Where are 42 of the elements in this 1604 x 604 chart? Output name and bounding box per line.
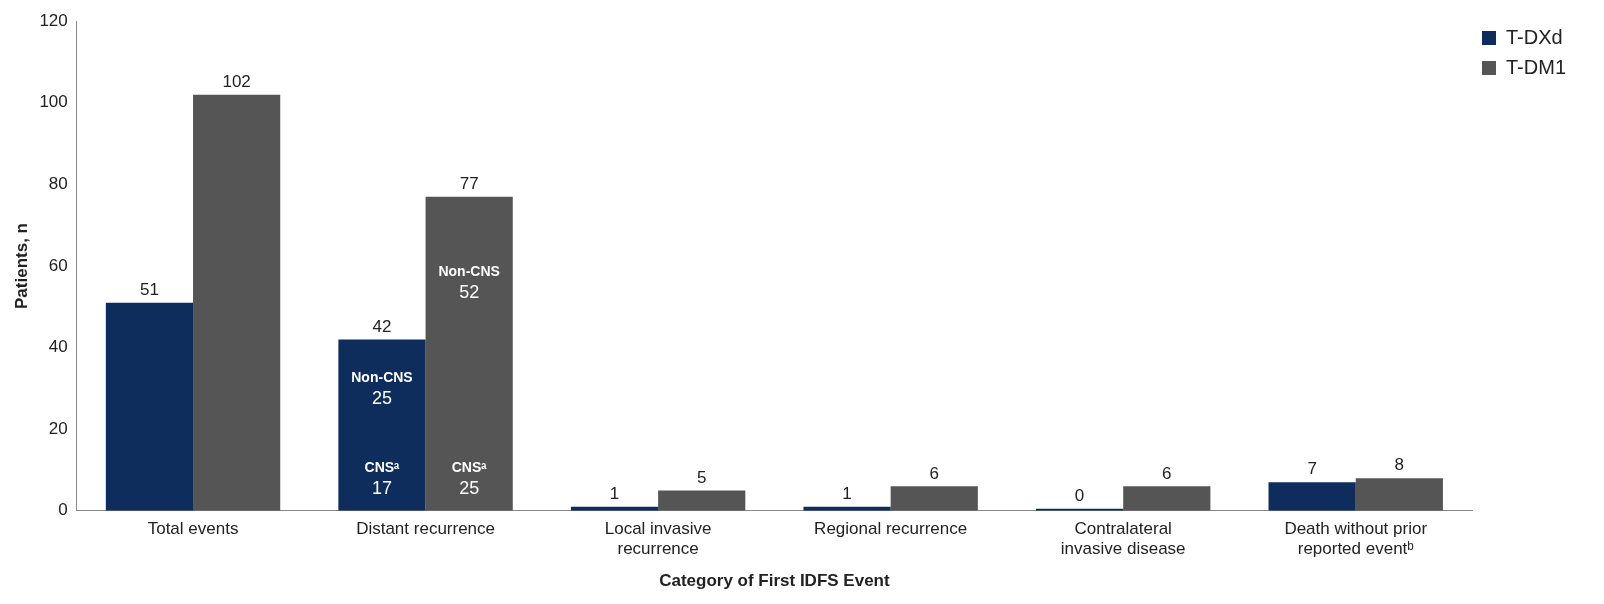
y-tick-label: 60 xyxy=(48,255,68,275)
x-tick-label: Contralateral invasive disease xyxy=(1060,518,1186,559)
bar xyxy=(338,339,426,511)
data-label: 8 xyxy=(1394,455,1405,475)
data-label: 102 xyxy=(222,71,251,91)
annotation: Non-CNS 25 xyxy=(351,369,413,409)
data-label: 51 xyxy=(139,279,159,299)
annotation: CNSᵃ 25 xyxy=(451,459,488,499)
bar xyxy=(193,94,281,511)
y-tick-label: 100 xyxy=(39,92,68,112)
annotation: CNSᵃ 17 xyxy=(364,459,401,499)
bar xyxy=(890,486,978,511)
data-label: 1 xyxy=(842,483,852,503)
y-tick-label: 120 xyxy=(39,10,68,30)
data-label: 6 xyxy=(929,463,939,483)
x-tick-label: Local invasive recurrence xyxy=(604,518,712,559)
legend-label: T-DXd xyxy=(1506,25,1563,48)
x-tick-label: Regional recurrence xyxy=(814,518,968,538)
bar xyxy=(1355,478,1443,511)
x-tick-label: Death without prior reported eventᵇ xyxy=(1284,518,1428,559)
annotation: Non-CNS 52 xyxy=(438,263,500,303)
x-tick-label: Distant recurrence xyxy=(356,518,496,538)
y-tick-label: 0 xyxy=(58,500,68,520)
data-label: 77 xyxy=(459,173,479,193)
bar xyxy=(105,302,194,511)
y-tick-label: 80 xyxy=(48,174,68,194)
data-label: 6 xyxy=(1162,463,1172,483)
x-axis-title: Category of First IDFS Event xyxy=(659,571,890,591)
data-label: 7 xyxy=(1307,459,1317,479)
bar xyxy=(658,490,746,511)
y-axis-title: Patients, n xyxy=(11,223,31,309)
bar xyxy=(425,196,513,511)
y-tick-label: 20 xyxy=(48,418,68,438)
bar xyxy=(1123,486,1211,511)
data-label: 0 xyxy=(1074,485,1085,505)
data-label: 42 xyxy=(372,316,392,336)
legend-label: T-DM1 xyxy=(1506,55,1566,78)
x-tick-label: Total events xyxy=(147,518,239,538)
bar xyxy=(1268,482,1356,511)
data-label: 5 xyxy=(696,467,707,487)
data-label: 1 xyxy=(609,483,620,503)
y-tick-label: 40 xyxy=(48,337,68,357)
